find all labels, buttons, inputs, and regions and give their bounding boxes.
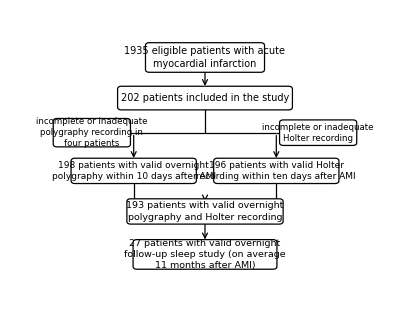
FancyBboxPatch shape (280, 120, 357, 145)
Text: 202 patients included in the study: 202 patients included in the study (121, 93, 289, 103)
Text: incomplete or inadequate
Holter recording: incomplete or inadequate Holter recordin… (262, 123, 374, 143)
Text: 198 patients with valid overnight
polygraphy within 10 days after AMI: 198 patients with valid overnight polygr… (52, 161, 216, 181)
FancyBboxPatch shape (214, 158, 339, 184)
FancyBboxPatch shape (133, 240, 277, 269)
Text: 196 patients with valid Holter
recording within ten days after AMI: 196 patients with valid Holter recording… (196, 161, 356, 181)
FancyBboxPatch shape (127, 199, 283, 224)
FancyBboxPatch shape (118, 86, 292, 110)
Text: 1935 eligible patients with acute
myocardial infarction: 1935 eligible patients with acute myocar… (124, 46, 286, 69)
Text: 193 patients with valid overnight
polygraphy and Holter recording: 193 patients with valid overnight polygr… (126, 202, 284, 222)
Text: incomplete or inadequate
polygraphy recording in
four patients: incomplete or inadequate polygraphy reco… (36, 117, 148, 148)
FancyBboxPatch shape (53, 118, 130, 147)
Text: 27 patients with valid overnight
follow-up sleep study (on average
11 months aft: 27 patients with valid overnight follow-… (124, 239, 286, 270)
FancyBboxPatch shape (146, 43, 264, 72)
FancyBboxPatch shape (71, 158, 196, 184)
